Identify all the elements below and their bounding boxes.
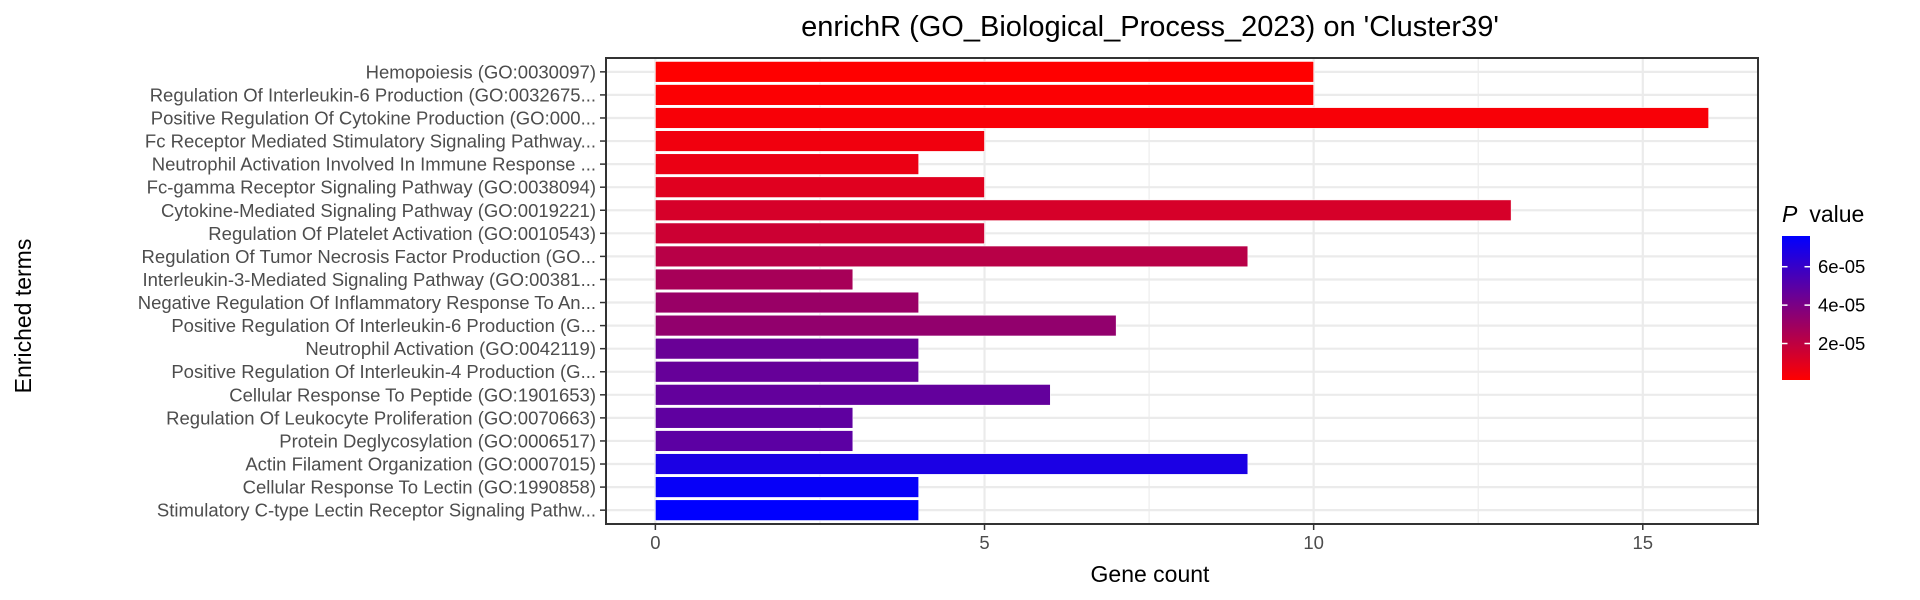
y-tick-label: Fc Receptor Mediated Stimulatory Signali… <box>145 131 596 152</box>
y-tick-label: Protein Deglycosylation (GO:0006517) <box>279 430 596 451</box>
y-tick-label: Regulation Of Leukocyte Proliferation (G… <box>166 407 596 428</box>
x-tick-label: 0 <box>650 532 660 553</box>
bar <box>655 476 919 498</box>
bar <box>655 107 1709 129</box>
bar <box>655 314 1117 337</box>
bar <box>655 291 919 314</box>
legend-title-italic: P <box>1782 201 1798 227</box>
y-tick-label: Fc-gamma Receptor Signaling Pathway (GO:… <box>147 177 596 198</box>
bar <box>655 384 1051 406</box>
bar <box>655 130 985 152</box>
bar <box>655 453 1249 475</box>
y-tick-label: Positive Regulation Of Cytokine Producti… <box>151 107 596 128</box>
bar <box>655 361 919 383</box>
legend-title-rest: value <box>1809 201 1864 227</box>
bars <box>655 61 1709 521</box>
bar <box>655 222 985 245</box>
y-tick-label: Regulation Of Platelet Activation (GO:00… <box>208 223 596 244</box>
y-tick-label: Stimulatory C-type Lectin Receptor Signa… <box>157 500 596 521</box>
x-tick-label: 10 <box>1303 532 1324 553</box>
y-tick-label: Cytokine-Mediated Signaling Pathway (GO:… <box>161 200 596 221</box>
bar <box>655 337 919 360</box>
y-tick-label: Regulation Of Tumor Necrosis Factor Prod… <box>142 246 596 267</box>
legend-colorbar <box>1782 236 1810 380</box>
chart-title: enrichR (GO_Biological_Process_2023) on … <box>801 11 1499 43</box>
x-tick-label: 5 <box>979 532 989 553</box>
bar <box>655 245 1249 268</box>
bar <box>655 84 1314 106</box>
legend-ticks: 2e-05 4e-05 6e-05 <box>1782 256 1865 354</box>
plot-border <box>605 57 1759 525</box>
y-tick-label: Neutrophil Activation Involved In Immune… <box>152 154 596 175</box>
x-axis-tick-labels: 0 5 10 15 <box>650 524 1653 553</box>
y-tick-label: Hemopoiesis (GO:0030097) <box>366 61 596 82</box>
y-tick-label: Cellular Response To Peptide (GO:1901653… <box>229 384 596 405</box>
y-axis-title: Enriched terms <box>10 239 36 394</box>
legend-tick-label: 2e-05 <box>1818 333 1865 354</box>
bar <box>655 430 854 452</box>
bar <box>655 199 1512 221</box>
legend-tick-label: 6e-05 <box>1818 256 1865 277</box>
bar <box>655 407 854 429</box>
y-tick-label: Negative Regulation Of Inflammatory Resp… <box>138 292 596 313</box>
bar <box>655 153 919 175</box>
y-axis-tick-labels: Hemopoiesis (GO:0030097)Regulation Of In… <box>138 61 606 521</box>
y-tick-label: Regulation Of Interleukin-6 Production (… <box>150 84 596 105</box>
y-tick-label: Neutrophil Activation (GO:0042119) <box>305 338 596 359</box>
y-tick-label: Cellular Response To Lectin (GO:1990858) <box>243 477 596 498</box>
y-tick-label: Interleukin-3-Mediated Signaling Pathway… <box>142 269 596 290</box>
bar <box>655 176 985 198</box>
bar <box>655 268 854 291</box>
bar <box>655 499 919 521</box>
legend-tick-label: 4e-05 <box>1818 295 1865 316</box>
bar <box>655 61 1314 83</box>
plot-panel <box>605 57 1759 525</box>
x-axis-title: Gene count <box>1091 561 1211 587</box>
y-tick-label: Positive Regulation Of Interleukin-4 Pro… <box>171 361 596 382</box>
y-tick-label: Actin Filament Organization (GO:0007015) <box>245 454 596 475</box>
y-tick-label: Positive Regulation Of Interleukin-6 Pro… <box>171 315 596 336</box>
x-tick-label: 15 <box>1633 532 1654 553</box>
